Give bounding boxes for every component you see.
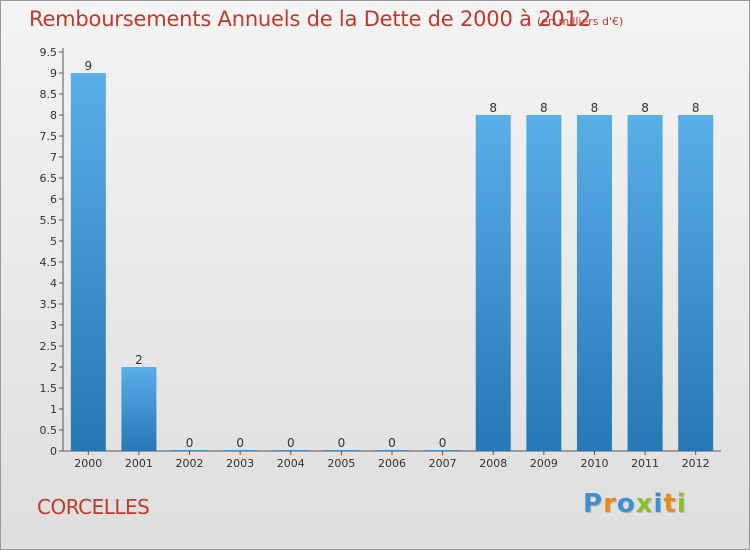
y-tick-label: 5 bbox=[50, 235, 57, 248]
y-tick-label: 2.5 bbox=[40, 340, 58, 353]
y-tick-label: 1 bbox=[50, 403, 57, 416]
brand-letter: t bbox=[663, 489, 677, 519]
y-tick-label: 4 bbox=[50, 277, 57, 290]
y-tick-label: 2 bbox=[50, 361, 57, 374]
chart-unit: (en milliers d'€) bbox=[537, 15, 624, 28]
x-tick-label-2003: 2003 bbox=[226, 457, 254, 470]
x-tick-label-2002: 2002 bbox=[176, 457, 204, 470]
x-tick-label-2001: 2001 bbox=[125, 457, 153, 470]
bar-2005 bbox=[323, 450, 359, 451]
x-tick-label-2006: 2006 bbox=[378, 457, 406, 470]
bar-2001 bbox=[121, 367, 157, 451]
bar-2002 bbox=[172, 450, 208, 451]
brand-letter: x bbox=[635, 489, 654, 519]
x-tick-label-2000: 2000 bbox=[74, 457, 102, 470]
y-tick-label: 4.5 bbox=[40, 256, 58, 269]
y-tick-label: 0 bbox=[50, 445, 57, 458]
x-tick-label-2009: 2009 bbox=[530, 457, 558, 470]
bar-2000 bbox=[70, 73, 106, 451]
bar-2004 bbox=[273, 450, 309, 451]
data-label-2012: 8 bbox=[692, 101, 700, 115]
y-tick-label: 8.5 bbox=[40, 88, 58, 101]
x-tick-label-2008: 2008 bbox=[479, 457, 507, 470]
y-tick-label: 7.5 bbox=[40, 130, 58, 143]
x-tick-label-2011: 2011 bbox=[631, 457, 659, 470]
x-tick-label-2010: 2010 bbox=[580, 457, 608, 470]
bar-2008 bbox=[475, 115, 511, 451]
bar-2010 bbox=[576, 115, 612, 451]
data-label-2003: 0 bbox=[236, 436, 244, 450]
x-tick-label-2004: 2004 bbox=[277, 457, 305, 470]
x-tick-label-2012: 2012 bbox=[682, 457, 710, 470]
y-tick-label: 9.5 bbox=[40, 46, 58, 59]
y-tick-label: 7 bbox=[50, 151, 57, 164]
proxiti-logo: Proxiti bbox=[583, 489, 687, 519]
y-tick-label: 3.5 bbox=[40, 298, 58, 311]
y-tick-label: 1.5 bbox=[40, 382, 58, 395]
y-tick-label: 8 bbox=[50, 109, 57, 122]
bar-2003 bbox=[222, 450, 258, 451]
y-tick-label: 3 bbox=[50, 319, 57, 332]
x-tick-label-2005: 2005 bbox=[327, 457, 355, 470]
data-label-2011: 8 bbox=[641, 101, 649, 115]
brand-letter: P bbox=[583, 489, 604, 519]
brand-letter: i bbox=[653, 489, 664, 519]
chart-title: Remboursements Annuels de la Dette de 20… bbox=[29, 7, 591, 31]
brand-letter: r bbox=[603, 489, 617, 519]
bar-2012 bbox=[678, 115, 714, 451]
data-label-2001: 2 bbox=[135, 353, 143, 367]
y-tick-label: 0.5 bbox=[40, 424, 58, 437]
bar-2011 bbox=[627, 115, 663, 451]
bar-2009 bbox=[526, 115, 562, 451]
bar-2006 bbox=[374, 450, 410, 451]
data-label-2010: 8 bbox=[591, 101, 599, 115]
y-tick-label: 9 bbox=[50, 67, 57, 80]
bar-2007 bbox=[425, 450, 461, 451]
data-label-2008: 8 bbox=[489, 101, 497, 115]
data-label-2005: 0 bbox=[338, 436, 346, 450]
data-label-2004: 0 bbox=[287, 436, 295, 450]
data-label-2007: 0 bbox=[439, 436, 447, 450]
data-label-2002: 0 bbox=[186, 436, 194, 450]
y-tick-label: 5.5 bbox=[40, 214, 58, 227]
y-tick-label: 6.5 bbox=[40, 172, 58, 185]
data-label-2006: 0 bbox=[388, 436, 396, 450]
brand-letter: o bbox=[616, 489, 636, 519]
y-tick-label: 6 bbox=[50, 193, 57, 206]
commune-name: CORCELLES bbox=[37, 495, 150, 519]
brand-letter: i bbox=[676, 489, 687, 519]
data-label-2009: 8 bbox=[540, 101, 548, 115]
x-tick-label-2007: 2007 bbox=[429, 457, 457, 470]
data-label-2000: 9 bbox=[84, 59, 92, 73]
